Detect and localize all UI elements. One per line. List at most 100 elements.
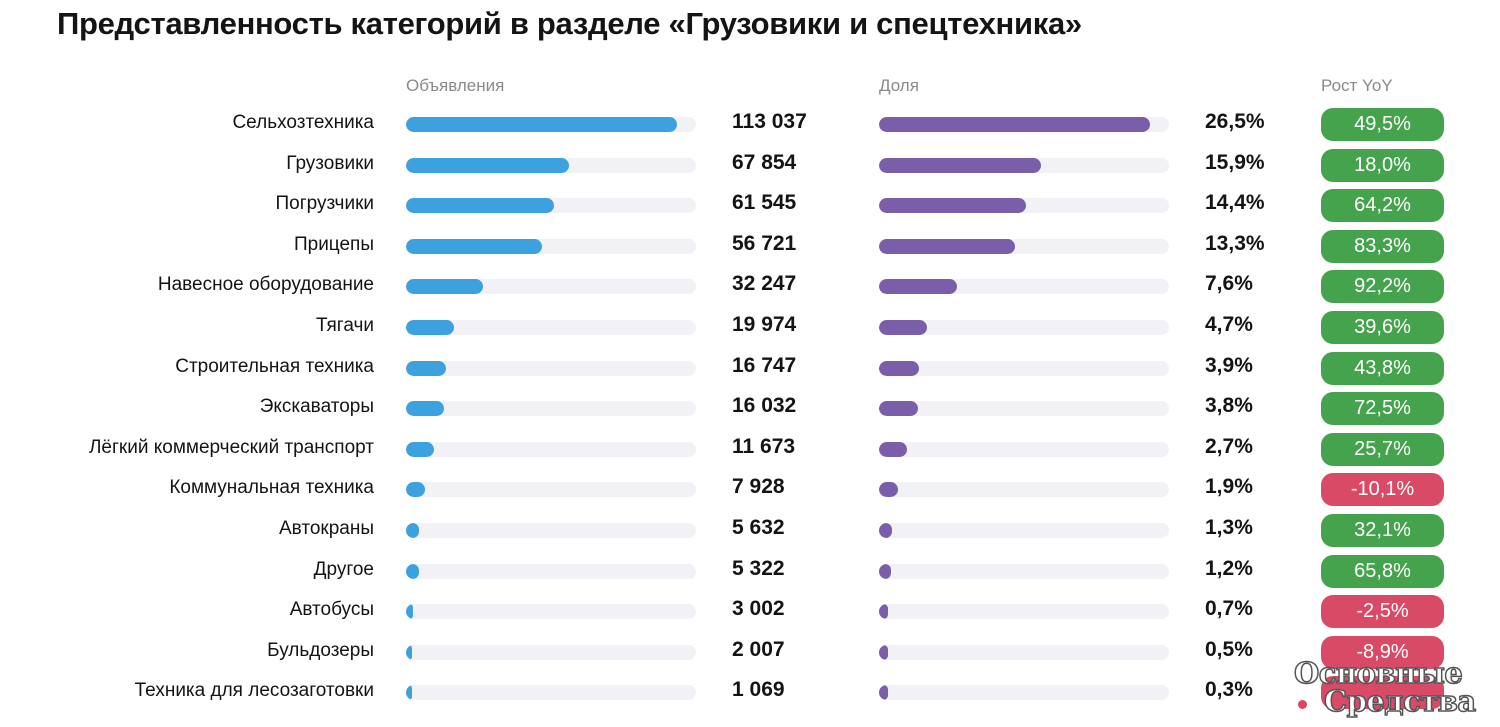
share-bar	[879, 441, 907, 457]
share-bar-track	[879, 279, 1169, 295]
ads-value-label: 11 673	[732, 434, 796, 458]
ads-value-label: 5 632	[732, 516, 785, 539]
share-value-label: 1,2%	[1205, 556, 1253, 580]
share-bar-track	[879, 644, 1169, 660]
ads-bar	[406, 604, 414, 620]
table-row: Тягачи 19 974 4,7% 39,6%	[0, 308, 1500, 348]
ads-bar-track	[406, 279, 696, 295]
ads-bar-track	[406, 401, 696, 417]
table-row: Бульдозеры 2 007 0,5% -8,9%	[0, 633, 1500, 673]
growth-badge: 49,5%	[1321, 108, 1444, 141]
share-value-label: 0,7%	[1205, 597, 1253, 621]
ads-bar	[406, 117, 677, 132]
share-value-label: 14,4%	[1205, 191, 1265, 215]
share-bar-track	[879, 401, 1169, 417]
ads-bar-track	[406, 685, 696, 701]
ads-bar-track	[406, 563, 696, 579]
table-row: Прицепы 56 721 13,3% 83,3%	[0, 227, 1500, 267]
ads-bar	[406, 401, 445, 417]
table-row: Экскаваторы 16 032 3,8% 72,5%	[0, 389, 1500, 429]
category-label: Погрузчики	[275, 193, 374, 215]
category-label: Коммунальная техника	[169, 477, 374, 499]
table-row: Погрузчики 61 545 14,4% 64,2%	[0, 186, 1500, 226]
share-bar	[879, 198, 1027, 214]
growth-badge: 72,5%	[1321, 392, 1444, 426]
category-label: Автокраны	[279, 518, 374, 539]
ads-value-label: 5 322	[732, 556, 785, 580]
category-label: Техника для лесозаготовки	[134, 680, 374, 702]
ads-value-label: 7 928	[732, 475, 785, 499]
ads-bar-track	[406, 157, 696, 173]
share-bar-track	[879, 117, 1169, 132]
ads-bar	[406, 360, 447, 376]
share-bar	[879, 604, 888, 620]
ads-bar	[406, 238, 542, 254]
share-bar	[879, 360, 919, 376]
growth-badge: 39,6%	[1321, 311, 1444, 344]
table-row: Автокраны 5 632 1,3% 32,1%	[0, 511, 1500, 551]
growth-badge: 92,2%	[1321, 270, 1444, 304]
ads-value-label: 16 032	[732, 394, 797, 418]
share-bar-track	[879, 157, 1169, 173]
table-row: Техника для лесозаготовки 1 069 0,3%	[0, 673, 1500, 713]
ads-value-label: 3 002	[732, 597, 785, 621]
share-bar-track	[879, 604, 1169, 620]
share-value-label: 3,9%	[1205, 353, 1253, 377]
share-bar	[879, 563, 892, 579]
ads-bar-track	[406, 604, 696, 620]
header-share: Доля	[879, 76, 919, 95]
ads-bar	[406, 441, 434, 457]
growth-badge: 43,8%	[1321, 351, 1444, 385]
table-row: Грузовики 67 854 15,9% 18,0%	[0, 146, 1500, 186]
ads-bar	[406, 644, 412, 660]
ads-bar-track	[406, 198, 696, 214]
table-row: Навесное оборудование 32 247 7,6% 92,2%	[0, 267, 1500, 307]
ads-value-label: 67 854	[732, 150, 797, 174]
share-bar-track	[879, 563, 1169, 579]
growth-badge: -10,1%	[1321, 473, 1444, 507]
header-growth: Рост YoY	[1321, 76, 1393, 95]
ads-bar	[406, 320, 454, 335]
ads-bar-track	[406, 644, 696, 660]
share-bar-track	[879, 238, 1169, 254]
share-bar	[879, 279, 957, 295]
share-value-label: 0,3%	[1205, 678, 1253, 702]
chart-title: Представленность категорий в разделе «Гр…	[57, 6, 1082, 41]
category-label: Бульдозеры	[267, 639, 374, 661]
growth-badge: 25,7%	[1321, 432, 1444, 466]
share-bar	[879, 117, 1150, 132]
ads-bar-track	[406, 238, 696, 254]
header-ads: Объявления	[406, 76, 505, 95]
growth-badge: -8,9%	[1321, 635, 1444, 669]
category-label: Прицепы	[293, 233, 374, 255]
ads-bar	[406, 685, 412, 701]
table-row: Сельхозтехника 113 037 26,5% 49,5%	[0, 105, 1500, 145]
table-row: Другое 5 322 1,2% 65,8%	[0, 552, 1500, 592]
share-value-label: 26,5%	[1205, 110, 1265, 133]
share-value-label: 2,7%	[1205, 434, 1253, 458]
share-bar	[879, 644, 888, 660]
table-row: Коммунальная техника 7 928 1,9% -10,1%	[0, 470, 1500, 510]
ads-bar	[406, 523, 420, 538]
category-label: Навесное оборудование	[157, 274, 374, 296]
growth-badge	[1321, 676, 1444, 710]
share-value-label: 1,9%	[1205, 475, 1253, 499]
ads-value-label: 56 721	[732, 231, 797, 255]
share-value-label: 13,3%	[1205, 231, 1265, 255]
table-row: Строительная техника 16 747 3,9% 43,8%	[0, 349, 1500, 389]
share-bar-track	[879, 198, 1169, 214]
share-bar	[879, 482, 899, 498]
ads-bar-track	[406, 523, 696, 538]
ads-value-label: 19 974	[732, 313, 797, 336]
share-value-label: 1,3%	[1205, 516, 1253, 539]
table-row: Лёгкий коммерческий транспорт 11 673 2,7% 2…	[0, 430, 1500, 470]
category-label: Другое	[313, 558, 374, 580]
ads-value-label: 2 007	[732, 637, 785, 661]
ads-value-label: 1 069	[732, 678, 785, 702]
share-bar-track	[879, 320, 1169, 335]
share-value-label: 4,7%	[1205, 313, 1253, 336]
ads-value-label: 61 545	[732, 191, 797, 215]
share-bar-track	[879, 685, 1169, 701]
table-row: Автобусы 3 002 0,7% -2,5%	[0, 592, 1500, 632]
